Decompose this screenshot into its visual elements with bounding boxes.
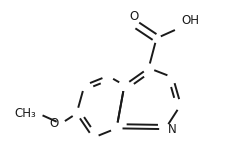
Text: O: O <box>129 10 138 23</box>
Text: N: N <box>167 123 176 136</box>
Text: OH: OH <box>181 14 199 27</box>
Text: CH₃: CH₃ <box>14 107 36 120</box>
Text: O: O <box>49 117 58 130</box>
